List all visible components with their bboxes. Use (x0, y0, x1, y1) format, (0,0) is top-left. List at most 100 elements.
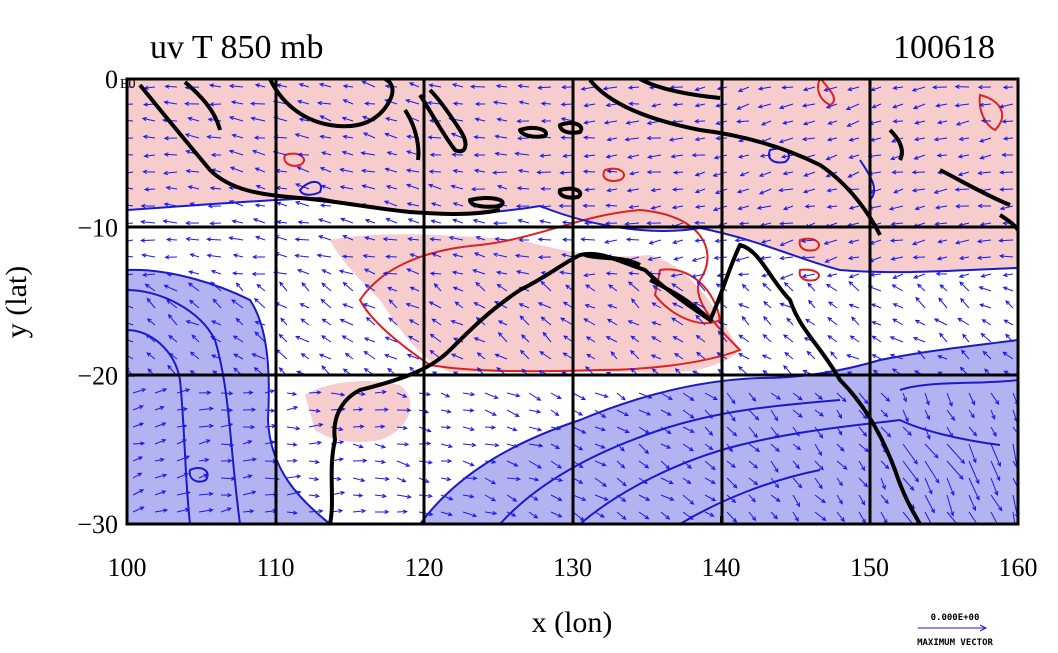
wind-vector (475, 236, 486, 241)
wind-vector (450, 184, 464, 190)
wind-vector (924, 426, 931, 440)
x-tick-label: 110 (256, 553, 294, 582)
wind-vector (251, 271, 265, 277)
wind-vector (146, 352, 156, 360)
wind-vector (388, 317, 398, 326)
wind-vector (386, 151, 398, 156)
wind-vector (695, 314, 706, 326)
wind-vector (550, 511, 563, 518)
wind-vector (209, 186, 222, 191)
wind-vector (141, 117, 156, 122)
wind-vector (670, 273, 684, 278)
wind-vector (176, 490, 191, 496)
wind-vector (344, 352, 354, 360)
wind-vector (341, 150, 354, 156)
wind-vector (892, 119, 904, 124)
wind-vector (738, 334, 750, 343)
wind-vector (210, 320, 222, 326)
wind-vector (185, 320, 200, 326)
wind-vector (802, 188, 816, 194)
wind-vector (516, 136, 530, 141)
wind-vector (384, 132, 398, 139)
wind-vector (515, 269, 530, 275)
wind-vector (672, 102, 684, 107)
wind-vector (198, 491, 214, 497)
wind-vector (627, 154, 640, 159)
wind-vector (232, 253, 244, 258)
wind-vector (409, 253, 420, 258)
wind-vector (958, 255, 970, 261)
wind-vector (484, 459, 497, 464)
wind-vector (913, 154, 926, 160)
wind-vector (738, 353, 750, 360)
wind-vector (737, 272, 750, 277)
wind-vector (340, 217, 354, 224)
wind-vector (968, 460, 980, 485)
wind-vector (786, 317, 794, 326)
wind-vector (132, 489, 145, 496)
wind-vector (871, 103, 882, 109)
wind-vector (406, 202, 420, 207)
wind-vector (848, 303, 860, 309)
wind-vector (880, 477, 886, 490)
wind-vector (770, 460, 779, 473)
wind-vector (495, 270, 508, 275)
wind-vector (430, 202, 442, 207)
wind-vector (405, 99, 420, 105)
wind-vector (580, 237, 596, 242)
wind-vector (858, 426, 868, 437)
wind-vector (848, 154, 860, 159)
x-tick-label: 130 (553, 553, 592, 582)
wind-vector (999, 170, 1014, 175)
wind-vector (924, 477, 933, 495)
wind-vector (682, 443, 694, 452)
wind-vector (286, 458, 298, 464)
wind-vector (606, 187, 618, 193)
wind-vector (625, 120, 640, 125)
wind-vector (374, 424, 386, 429)
wind-vector (693, 119, 706, 124)
y-tick-label: −10 (77, 213, 118, 242)
wind-vector (484, 425, 497, 430)
wind-vector (492, 252, 508, 258)
wind-vector (627, 85, 640, 90)
wind-vector (608, 284, 618, 292)
wind-vector (140, 219, 156, 225)
wind-vector (342, 134, 354, 140)
wind-vector (849, 335, 860, 343)
wind-vector (144, 283, 156, 292)
wind-vector (770, 443, 780, 453)
wind-vector (946, 494, 955, 517)
wind-vector (914, 120, 926, 125)
wind-vector (528, 511, 539, 519)
wind-vector (814, 494, 826, 504)
wind-vector (528, 409, 542, 414)
wind-vector (968, 443, 977, 464)
wind-vector (748, 443, 761, 452)
wind-vector (537, 85, 552, 90)
wind-vector (474, 101, 485, 107)
wind-vector (836, 460, 848, 470)
wind-vector (1002, 351, 1014, 360)
wind-vector (998, 254, 1014, 259)
wind-vector (977, 203, 992, 209)
wind-vector (396, 509, 408, 514)
wind-vector (409, 286, 420, 292)
wind-vector (954, 187, 970, 192)
wind-vector (847, 86, 860, 92)
wind-vector (308, 408, 321, 413)
wind-vector (650, 187, 662, 193)
wind-vector (759, 153, 772, 158)
wind-vector (228, 236, 244, 241)
wind-vector (339, 185, 354, 190)
wind-vector (352, 458, 368, 463)
wind-vector (780, 154, 794, 159)
wind-vector (726, 426, 738, 437)
wind-vector (319, 203, 332, 208)
wind-vector (982, 350, 992, 360)
wind-vector (693, 220, 706, 226)
wind-vector (979, 303, 992, 309)
wind-vector (888, 205, 904, 211)
wind-vector (427, 135, 442, 140)
wind-vector (242, 440, 253, 445)
